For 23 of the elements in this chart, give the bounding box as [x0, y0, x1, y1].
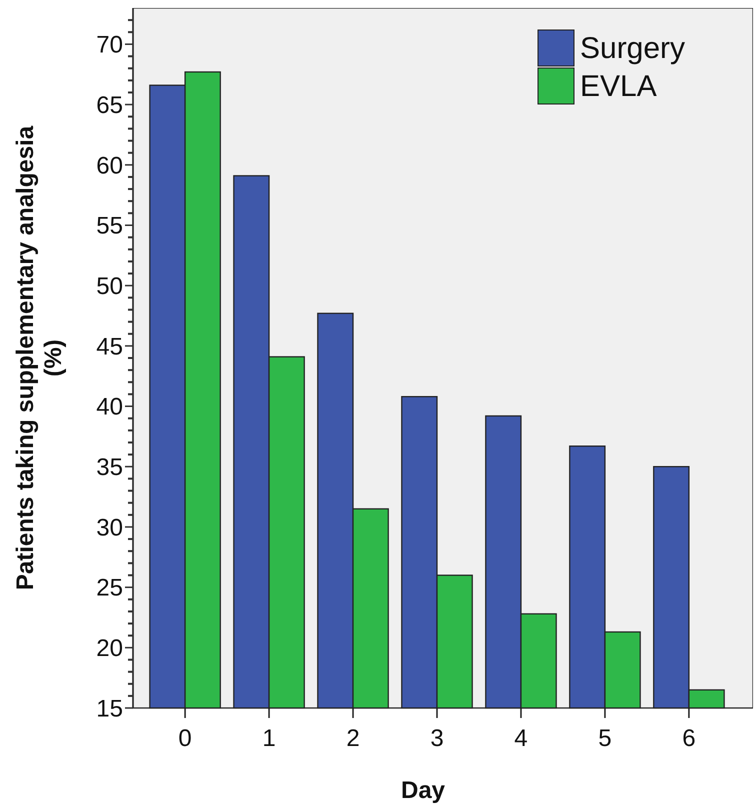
- x-tick-label: 0: [178, 725, 192, 752]
- y-tick-label: 65: [96, 92, 123, 119]
- x-tick-label: 5: [598, 725, 612, 752]
- y-tick-label: 15: [96, 695, 123, 722]
- x-tick-label: 6: [682, 725, 696, 752]
- y-tick-label: 50: [96, 272, 123, 300]
- x-tick-label: 2: [346, 725, 360, 752]
- y-tick-label: 20: [96, 635, 123, 662]
- x-tick-label: 3: [430, 725, 444, 752]
- y-axis-title: Patients taking supplementary analgesia (%): [12, 125, 67, 590]
- legend-label: Surgery: [580, 32, 686, 65]
- x-tick-label: 4: [514, 725, 528, 752]
- y-tick-label: 25: [96, 574, 123, 602]
- y-tick-label: 40: [96, 394, 123, 421]
- legend-label: EVLA: [580, 70, 657, 103]
- y-tick-label: 55: [96, 212, 123, 240]
- x-tick-label: 1: [262, 725, 276, 752]
- y-tick-label: 70: [96, 32, 123, 59]
- x-axis-title: Day: [400, 777, 446, 804]
- y-tick-label: 60: [96, 152, 123, 180]
- y-tick-label: 35: [96, 454, 123, 482]
- y-tick-label: 30: [96, 514, 123, 542]
- y-tick-label: 45: [96, 333, 123, 360]
